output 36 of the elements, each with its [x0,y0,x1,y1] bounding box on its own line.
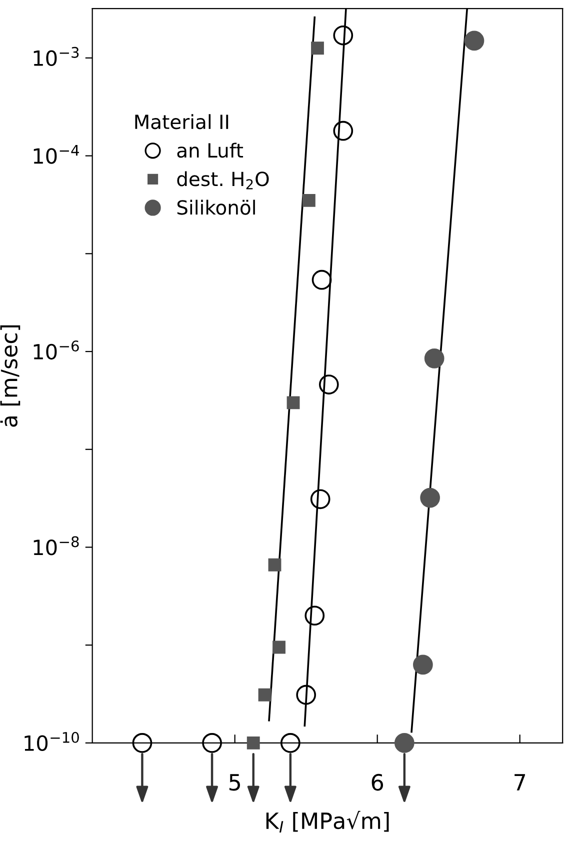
y-tick-label: 10$^{−3}$ [34,46,79,66]
legend-title: Material II [135,114,228,130]
x-tick-label: 5 [229,774,240,791]
point [333,25,354,46]
point [312,270,332,290]
point [464,30,484,51]
point [311,42,324,55]
legend-label: an Luft [177,142,244,158]
y-tick-label: 10$^{−6}$ [34,340,79,360]
legend-label: Silikonöl [177,200,255,215]
legend-label: dest. H$_{2}$O [177,171,269,190]
point [296,684,316,705]
point [132,733,152,753]
point [272,640,286,654]
y-tick-label: 10$^{−4}$ [34,144,79,164]
point [246,736,260,750]
x-tick-label: 6 [372,774,384,791]
point [394,733,414,753]
x-axis-title: K$_{I}$ [MPa√m] [266,810,389,832]
point [333,120,354,141]
point [310,489,330,510]
y-axis-title: ȧ [m/sec] [0,325,20,427]
x-tick-label: 7 [514,774,526,790]
point [420,488,440,508]
point [424,348,444,368]
y-tick-label: 10$^{−10}$ [24,732,79,751]
point [280,733,300,753]
point [304,606,325,626]
y-tick-label: 10$^{−8}$ [34,536,79,556]
point [302,194,316,207]
point [258,688,272,702]
point [268,558,282,572]
point [318,374,339,394]
point [413,654,433,675]
point [202,733,222,753]
point [286,396,300,410]
